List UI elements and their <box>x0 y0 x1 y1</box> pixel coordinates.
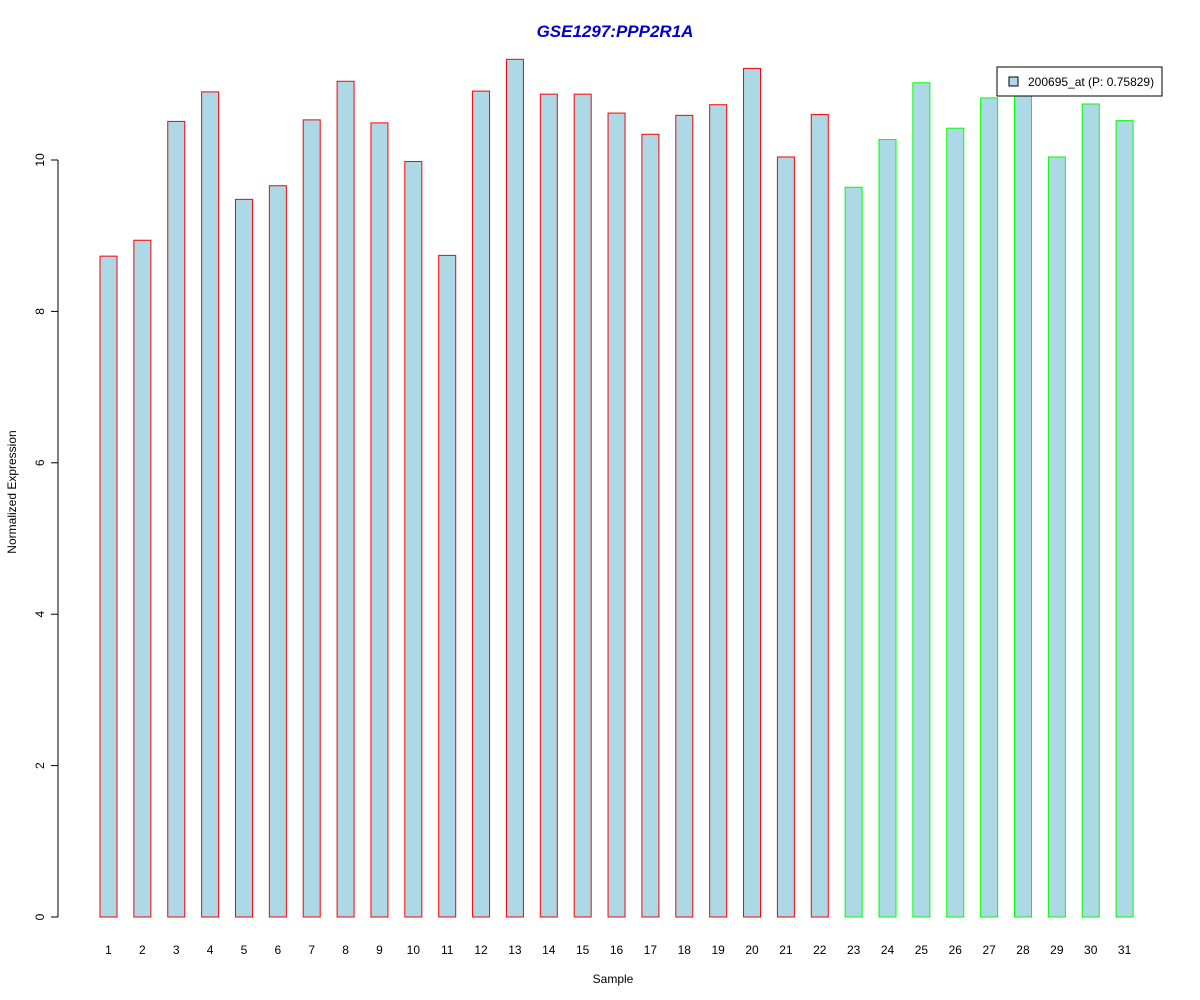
bar-sample-11 <box>438 254 457 918</box>
bar-sample-17 <box>641 133 660 918</box>
x-tick-label: 29 <box>1050 943 1064 957</box>
x-tick-label: 30 <box>1084 943 1098 957</box>
x-tick-label: 3 <box>173 943 180 957</box>
x-tick-label: 4 <box>207 943 214 957</box>
y-axis: 0 2 4 6 8 10 <box>33 153 59 920</box>
x-tick-label: 17 <box>644 943 658 957</box>
x-tick-label: 13 <box>508 943 522 957</box>
x-tick-label: 24 <box>881 943 895 957</box>
bar-sample-12 <box>472 90 491 918</box>
x-tick-label: 25 <box>915 943 929 957</box>
x-tick-label: 18 <box>678 943 692 957</box>
bars-group <box>99 58 1134 918</box>
bar-sample-24 <box>878 139 897 918</box>
y-tick-label: 6 <box>33 459 47 466</box>
bar-sample-5 <box>234 198 253 918</box>
x-tick-label: 8 <box>342 943 349 957</box>
y-tick-label: 10 <box>33 153 47 167</box>
x-tick-label: 15 <box>576 943 590 957</box>
chart-title: GSE1297:PPP2R1A <box>537 22 694 41</box>
x-tick-label: 7 <box>308 943 315 957</box>
y-tick-label: 2 <box>33 762 47 769</box>
x-axis-label: Sample <box>593 972 634 986</box>
bar-sample-23 <box>844 186 863 918</box>
x-tick-label: 2 <box>139 943 146 957</box>
bar-sample-26 <box>946 127 965 918</box>
bar-sample-3 <box>167 120 186 918</box>
bar-sample-31 <box>1115 120 1134 918</box>
bar-sample-30 <box>1081 103 1100 918</box>
bar-sample-13 <box>505 58 524 918</box>
bar-sample-22 <box>810 114 829 918</box>
legend-swatch <box>1008 76 1019 87</box>
bar-sample-2 <box>133 239 152 918</box>
y-tick-label: 4 <box>33 611 47 618</box>
y-axis-label: Normalized Expression <box>5 430 19 553</box>
legend-label: 200695_at (P: 0.75829) <box>1028 75 1154 89</box>
x-tick-label: 26 <box>949 943 963 957</box>
x-tick-label: 14 <box>542 943 556 957</box>
bar-sample-19 <box>709 104 728 918</box>
bar-sample-14 <box>539 93 558 918</box>
bar-sample-6 <box>268 185 287 918</box>
bar-sample-9 <box>370 122 389 918</box>
legend-box <box>996 66 1163 97</box>
x-tick-label: 6 <box>275 943 282 957</box>
bar-sample-15 <box>573 93 592 918</box>
bar-sample-7 <box>302 119 321 918</box>
bar-sample-27 <box>980 97 999 918</box>
x-tick-label: 19 <box>711 943 725 957</box>
x-tick-label: 5 <box>241 943 248 957</box>
bar-sample-28 <box>1013 94 1032 918</box>
y-tick-label: 8 <box>33 308 47 315</box>
x-tick-label: 9 <box>376 943 383 957</box>
bar-sample-10 <box>404 161 423 918</box>
x-tick-labels: 1 2 3 4 5 6 7 8 9 10 11 12 13 14 15 16 17 18 19 20 21 22 23 24 2… <box>105 943 1131 957</box>
x-tick-label: 16 <box>610 943 624 957</box>
bar-sample-18 <box>675 114 694 918</box>
bar-sample-16 <box>607 112 626 918</box>
bar-sample-4 <box>201 91 220 918</box>
x-tick-label: 1 <box>105 943 112 957</box>
x-tick-label: 23 <box>847 943 861 957</box>
bar-sample-1 <box>99 255 118 918</box>
y-tick-label: 0 <box>33 913 47 920</box>
bar-sample-29 <box>1047 156 1066 918</box>
x-tick-label: 21 <box>779 943 793 957</box>
x-tick-label: 27 <box>982 943 996 957</box>
bar-sample-8 <box>336 80 355 918</box>
bar-sample-21 <box>776 156 795 918</box>
legend: 200695_at (P: 0.75829) <box>996 66 1163 97</box>
x-tick-label: 11 <box>441 943 454 957</box>
x-tick-label: 22 <box>813 943 827 957</box>
x-tick-label: 20 <box>745 943 759 957</box>
x-tick-label: 31 <box>1118 943 1132 957</box>
bar-sample-25 <box>912 82 931 918</box>
x-tick-label: 28 <box>1016 943 1030 957</box>
x-tick-label: 12 <box>474 943 488 957</box>
x-tick-label: 10 <box>407 943 421 957</box>
bar-sample-20 <box>743 67 762 918</box>
